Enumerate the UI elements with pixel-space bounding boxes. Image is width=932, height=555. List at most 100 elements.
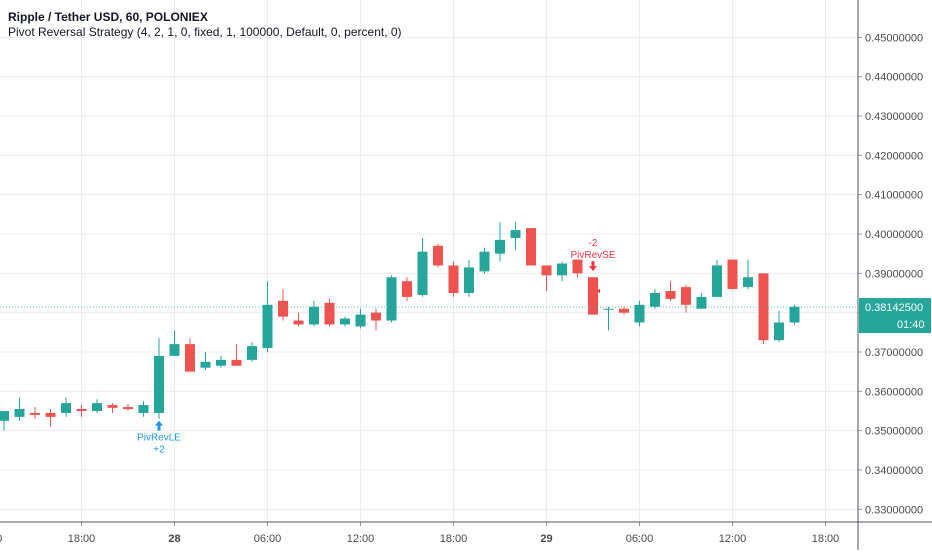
candle-body (634, 304, 645, 323)
candle-body (448, 265, 459, 293)
candle (355, 308, 366, 329)
candle-body (169, 344, 180, 356)
candle (200, 351, 211, 370)
candle (30, 407, 40, 419)
price-tick-label: 0.42000000 (865, 150, 923, 162)
candle (154, 338, 164, 419)
candle-body (541, 265, 552, 276)
grid-layer (0, 0, 858, 522)
candle (92, 399, 102, 413)
candle (433, 243, 443, 268)
candle (448, 261, 459, 297)
candle (479, 247, 490, 274)
price-tick-label: 0.41000000 (865, 190, 923, 202)
candle-body (76, 409, 87, 411)
candle-body (495, 239, 505, 254)
candle-body (603, 308, 614, 310)
candle-body (727, 259, 738, 290)
candle-body (557, 263, 567, 276)
candle-body (185, 344, 195, 372)
candle (278, 289, 288, 321)
candle-body (154, 355, 164, 413)
candle (340, 316, 350, 327)
candle-body (92, 403, 102, 411)
price-tick-label: 0.33000000 (865, 504, 923, 516)
candle-body (278, 300, 288, 317)
candle (758, 273, 769, 345)
candle (371, 308, 381, 331)
price-tick-label: 0.37000000 (865, 347, 923, 359)
time-tick-label: 12:00 (0, 533, 2, 545)
candle (603, 306, 614, 331)
candle (619, 306, 629, 315)
candle (696, 292, 707, 309)
time-tick-label: 12:00 (347, 533, 375, 545)
long-entry-qty: +2 (153, 445, 165, 456)
candle-body (665, 291, 676, 299)
candle-body (510, 230, 521, 238)
candle-body (464, 267, 474, 293)
last-price-badge (859, 298, 931, 334)
candle-body (774, 322, 784, 341)
candle (681, 285, 691, 313)
candle-body (355, 314, 366, 327)
bar-countdown: 01:40 (897, 319, 925, 331)
candle (247, 342, 257, 362)
candle (495, 222, 505, 262)
candle-body (0, 410, 9, 421)
candle (123, 403, 133, 411)
candle (216, 355, 226, 368)
price-tick-label: 0.39000000 (865, 268, 923, 280)
time-tick-label: 28 (168, 533, 180, 545)
exit-marker-icon (597, 288, 600, 294)
candle (293, 312, 304, 327)
candle (231, 344, 242, 366)
signal-layer: PivRevLE+2 PivRevSE-2 (137, 238, 616, 455)
candle (107, 403, 118, 413)
candle (185, 338, 195, 372)
price-tick-label: 0.35000000 (865, 426, 923, 438)
candle (572, 259, 583, 278)
candle (588, 277, 598, 315)
price-tick-label: 0.45000000 (865, 32, 923, 44)
candle (0, 410, 9, 431)
candle (45, 409, 56, 427)
last-price-value: 0.38142500 (865, 302, 923, 314)
time-tick-label: 06:00 (254, 533, 282, 545)
candle (774, 310, 784, 343)
price-tick-label: 0.44000000 (865, 72, 923, 84)
candle (169, 330, 180, 356)
candle-body (479, 251, 490, 272)
candle-body (340, 318, 350, 325)
long-entry-arrow-icon (155, 420, 163, 431)
candle-body (417, 251, 428, 295)
study-legend[interactable]: Pivot Reversal Strategy (4, 2, 1, 0, fix… (8, 25, 402, 39)
time-tick-label: 12:00 (719, 533, 747, 545)
time-tick-label: 18:00 (68, 533, 96, 545)
candle-body (293, 320, 304, 325)
candle (712, 259, 722, 297)
time-tick-label: 06:00 (626, 533, 654, 545)
candle (402, 277, 412, 301)
candle-body (433, 245, 443, 266)
candle-body (216, 359, 226, 366)
candle-body (200, 361, 211, 368)
candle-body (371, 312, 381, 321)
candle (61, 397, 71, 417)
candle-body (402, 281, 412, 297)
candle (138, 401, 149, 417)
candle (76, 405, 87, 417)
candle (14, 397, 25, 421)
candle-body (247, 346, 257, 360)
candle-body (696, 296, 707, 309)
candle-body (681, 287, 691, 305)
candle-body (712, 265, 722, 297)
candle (526, 228, 536, 266)
candle-body (588, 277, 598, 315)
candle (650, 289, 660, 309)
candle-body (324, 302, 335, 325)
symbol-title[interactable]: Ripple / Tether USD, 60, POLONIEX (8, 10, 208, 24)
price-tick-label: 0.43000000 (865, 111, 923, 123)
